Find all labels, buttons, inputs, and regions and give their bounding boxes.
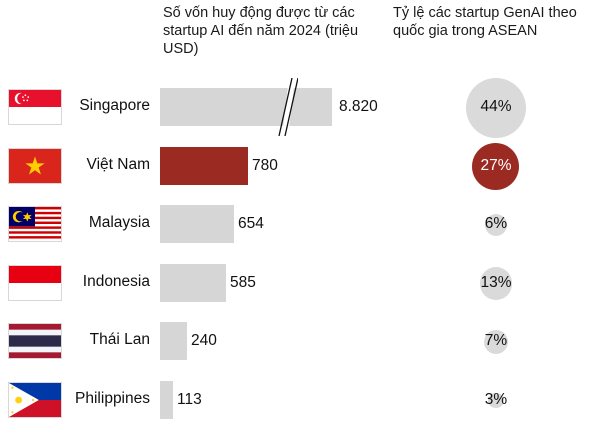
volume-value-label: 240 (191, 332, 217, 349)
volume-bar (160, 322, 187, 360)
volume-value-label: 113 (177, 390, 202, 408)
share-value-label: 6% (484, 215, 508, 232)
indonesia-flag-icon (8, 264, 62, 301)
volume-value-label: 654 (238, 215, 264, 232)
country-label: Thái Lan (89, 331, 150, 348)
bar-cell: 8.820 (160, 78, 420, 136)
philippines-flag-icon (8, 381, 62, 418)
share-value-label: 7% (484, 332, 508, 349)
volume-bar (160, 263, 226, 302)
volume-bar (160, 205, 234, 243)
chart-row: Thái Lan 240 7% (0, 320, 592, 364)
share-cell: 7% (448, 320, 544, 364)
share-circle (472, 143, 520, 190)
share-value-label: 44% (480, 98, 512, 115)
thailand-flag-icon (8, 323, 62, 359)
bar-cell: 240 (160, 322, 420, 360)
share-column-header: Tỷ lệ các startup GenAI theo quốc gia tr… (393, 5, 577, 39)
bar-cell: 780 (160, 146, 420, 185)
country-label: Philippines (75, 389, 150, 407)
chart-row: Malaysia 654 6% (0, 203, 592, 247)
country-label: Malaysia (88, 214, 150, 231)
vietnam-flag-icon (8, 147, 62, 184)
bar-cell: 654 (160, 205, 420, 243)
share-cell: 6% (448, 203, 544, 247)
bar-cell: 585 (160, 263, 420, 302)
share-value-label: 13% (480, 273, 512, 291)
share-circle (488, 392, 504, 409)
share-circle (484, 330, 508, 354)
share-value-label: 3% (484, 390, 508, 408)
chart-row: Philippines 113 3% (0, 379, 592, 423)
country-label: Việt Nam (86, 155, 150, 173)
singapore-flag-icon (8, 89, 62, 125)
bar-cell: 113 (160, 380, 420, 419)
volume-bar (160, 380, 173, 419)
share-circle (479, 267, 513, 300)
axis-break-mark (278, 78, 298, 136)
chart-row: Việt Nam 780 27% (0, 143, 592, 190)
share-cell: 13% (448, 262, 544, 306)
share-value-label: 27% (480, 156, 512, 174)
malaysia-flag-icon (8, 206, 62, 242)
volume-bar (160, 88, 332, 126)
volume-value-label: 585 (230, 273, 256, 291)
volume-value-label: 780 (252, 156, 278, 174)
share-circle (484, 213, 508, 237)
volume-bar (160, 146, 248, 185)
country-label: Singapore (79, 97, 150, 114)
share-circle (466, 78, 526, 138)
share-cell: 27% (448, 143, 544, 190)
volume-column-header: Số vốn huy động được từ các startup AI đ… (163, 5, 359, 57)
country-label: Indonesia (82, 272, 150, 290)
share-cell: 3% (448, 379, 544, 423)
share-cell: 44% (448, 78, 544, 138)
chart-row: Singapore 8.820 44% (0, 78, 592, 138)
volume-value-label: 8.820 (339, 98, 378, 115)
chart-row: Indonesia 585 13% (0, 262, 592, 306)
